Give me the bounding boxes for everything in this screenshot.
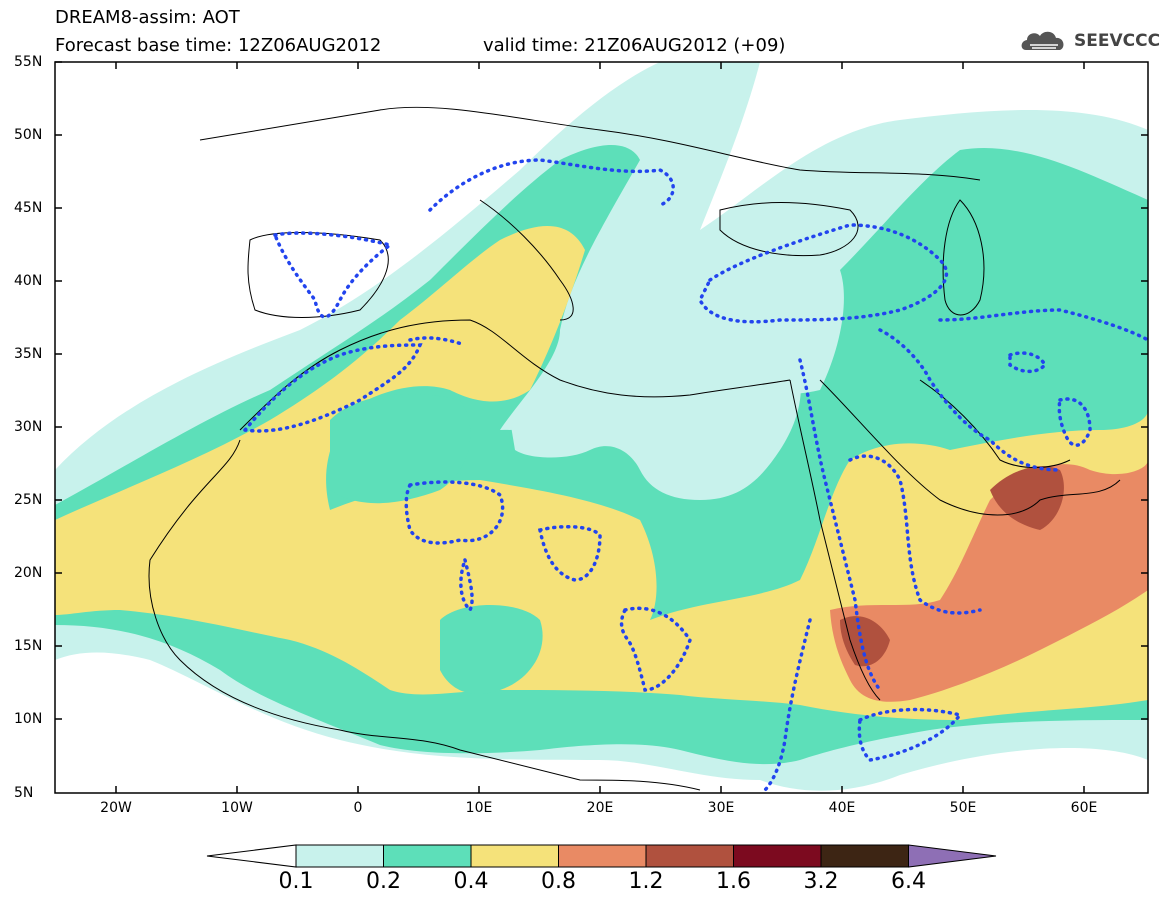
- lat-label-40n: 40N: [14, 273, 43, 289]
- lat-label-45n: 45N: [14, 200, 43, 216]
- coastline-red-sea: [789, 379, 881, 701]
- coastline-gulf: [919, 379, 1071, 468]
- dotted-contour-south-sudan: [619, 606, 692, 692]
- dotted-contour-turkey: [698, 223, 949, 324]
- aot-contours: [55, 62, 1148, 791]
- legend-label-0-2: 0.2: [366, 869, 401, 894]
- dotted-contour-iraq: [878, 328, 1062, 472]
- coastline-europe: [199, 106, 981, 181]
- dotted-contour-sudan: [537, 524, 602, 582]
- aot-level-0-8: [830, 460, 1148, 702]
- lon-label-50e: 50E: [949, 800, 977, 816]
- lon-ticks: [115, 62, 1085, 793]
- lat-label-10n: 10N: [14, 711, 43, 727]
- dotted-contour-chad: [404, 480, 505, 545]
- dotted-contour-niger: [459, 558, 474, 613]
- valid-time: valid time: 21Z06AUG2012 (+09): [483, 35, 786, 56]
- dotted-contour-red-sea: [798, 358, 882, 692]
- dotted-contour-algeria: [408, 336, 467, 347]
- legend-label-3-2: 3.2: [803, 869, 839, 894]
- coastline-north-africa: [239, 319, 791, 431]
- dotted-contour-balkans: [428, 158, 675, 212]
- chart-title: DREAM8-assim: AOT: [55, 7, 240, 28]
- dotted-contour-iberia: [272, 231, 394, 319]
- lat-label-25n: 25N: [14, 492, 43, 508]
- coastline-arabia: [819, 379, 1121, 516]
- coastlines: [148, 106, 1121, 791]
- dotted-contours: [243, 158, 1148, 792]
- legend-label-1-6: 1.6: [716, 869, 751, 894]
- aot-level-0-4: [55, 226, 1148, 721]
- legend-label-0-1: 0.1: [278, 869, 314, 894]
- lat-label-50n: 50N: [14, 127, 43, 143]
- seevccc-logo: SEEVCCC: [1018, 26, 1161, 56]
- aot-level-0-2-algeria: [330, 394, 471, 504]
- dotted-contour-morocco: [243, 343, 423, 433]
- lat-label-30n: 30N: [14, 419, 43, 435]
- lon-label-0: 0: [353, 800, 363, 816]
- legend-label-6-4: 6.4: [891, 869, 926, 894]
- lat-label-20n: 20N: [14, 565, 43, 581]
- aot-level-0-2-sahel: [440, 605, 543, 694]
- lat-label-35n: 35N: [14, 346, 43, 362]
- dotted-contour-arabia: [848, 454, 982, 615]
- dotted-contour-iran: [938, 308, 1148, 342]
- lon-label-30e: 30E: [707, 800, 735, 816]
- aot-level-1-2-yemen: [840, 616, 890, 667]
- logo-text: SEEVCCC: [1074, 31, 1161, 51]
- lon-label-40e: 40E: [828, 800, 856, 816]
- legend-label-1-2: 1.2: [628, 869, 664, 894]
- coastline-west-africa: [148, 439, 701, 791]
- legend-label-0-8: 0.8: [541, 869, 576, 894]
- lon-label-60e: 60E: [1070, 800, 1098, 816]
- aot-level-0-1-libya: [510, 350, 801, 500]
- aot-level-0-1-balkans: [600, 244, 820, 342]
- legend-label-0-4: 0.4: [453, 869, 489, 894]
- dotted-contour-caspian-east: [1008, 351, 1048, 374]
- coastline-black-sea: [719, 202, 859, 257]
- coastline-italy: [479, 199, 574, 321]
- forecast-base-time: Forecast base time: 12Z06AUG2012: [55, 35, 382, 56]
- lon-label-10e: 10E: [465, 800, 493, 816]
- lat-ticks: [55, 61, 1148, 720]
- coastline-caspian: [942, 199, 985, 316]
- dotted-contour-iran-east: [1057, 397, 1092, 447]
- dotted-contour-ethiopia: [763, 618, 812, 792]
- lat-label-5n: 5N: [14, 785, 34, 801]
- lon-label-10w: 10W: [221, 800, 253, 816]
- cloud-icon: [1021, 31, 1064, 50]
- lat-label-15n: 15N: [14, 638, 43, 654]
- lon-label-20w: 20W: [100, 800, 132, 816]
- lat-label-55n: 55N: [14, 54, 43, 70]
- lon-label-20e: 20E: [586, 800, 614, 816]
- dotted-contour-somalia: [857, 707, 964, 762]
